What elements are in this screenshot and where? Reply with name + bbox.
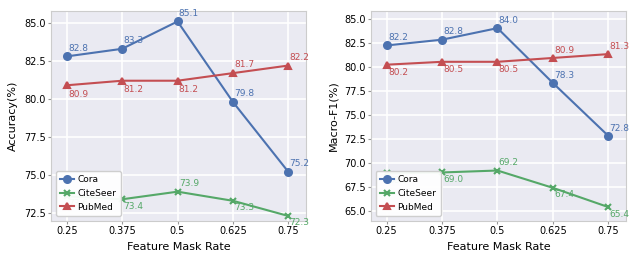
- Cora: [493, 27, 501, 30]
- CiteSeer: [173, 190, 181, 193]
- X-axis label: Feature Mask Rate: Feature Mask Rate: [447, 242, 550, 252]
- Line: Cora: Cora: [63, 18, 292, 176]
- Text: 73.3: 73.3: [234, 203, 255, 212]
- CiteSeer: [493, 169, 501, 172]
- CiteSeer: [438, 171, 446, 174]
- PubMed: [438, 60, 446, 63]
- PubMed: [173, 79, 181, 82]
- Cora: [383, 44, 390, 47]
- Line: PubMed: PubMed: [383, 51, 612, 68]
- Cora: [118, 47, 126, 50]
- X-axis label: Feature Mask Rate: Feature Mask Rate: [127, 242, 230, 252]
- Cora: [285, 170, 292, 173]
- Text: 82.8: 82.8: [444, 27, 463, 36]
- Line: CiteSeer: CiteSeer: [63, 188, 292, 219]
- Text: 81.2: 81.2: [124, 85, 143, 94]
- Text: 82.8: 82.8: [68, 44, 88, 53]
- PubMed: [604, 53, 612, 56]
- PubMed: [383, 63, 390, 66]
- Text: 73.4: 73.4: [124, 202, 143, 211]
- CiteSeer: [549, 186, 557, 189]
- PubMed: [63, 84, 70, 87]
- Y-axis label: Accuracy(%): Accuracy(%): [8, 81, 19, 151]
- Text: 80.9: 80.9: [554, 46, 574, 55]
- Text: 80.5: 80.5: [499, 65, 519, 74]
- Text: 84.0: 84.0: [499, 16, 519, 25]
- Cora: [438, 38, 446, 41]
- Text: 75.2: 75.2: [290, 159, 310, 168]
- Legend: Cora, CiteSeer, PubMed: Cora, CiteSeer, PubMed: [56, 171, 121, 216]
- Legend: Cora, CiteSeer, PubMed: Cora, CiteSeer, PubMed: [376, 171, 441, 216]
- Text: 79.8: 79.8: [234, 89, 255, 98]
- Line: PubMed: PubMed: [63, 62, 292, 89]
- Text: 81.7: 81.7: [234, 60, 255, 69]
- Y-axis label: Macro-F1(%): Macro-F1(%): [328, 80, 339, 151]
- CiteSeer: [229, 199, 237, 202]
- Text: 73.6: 73.6: [68, 199, 88, 208]
- CiteSeer: [285, 214, 292, 218]
- Text: 72.8: 72.8: [610, 124, 630, 133]
- CiteSeer: [63, 195, 70, 198]
- CiteSeer: [604, 205, 612, 209]
- Text: 69.0: 69.0: [444, 175, 463, 184]
- Text: 80.9: 80.9: [68, 90, 88, 99]
- PubMed: [118, 79, 126, 82]
- Text: 81.2: 81.2: [179, 85, 199, 94]
- Text: 81.3: 81.3: [610, 42, 630, 51]
- Text: 78.3: 78.3: [554, 71, 574, 80]
- Cora: [549, 81, 557, 84]
- Line: CiteSeer: CiteSeer: [383, 167, 612, 211]
- CiteSeer: [118, 198, 126, 201]
- PubMed: [229, 72, 237, 75]
- Text: 67.4: 67.4: [554, 190, 574, 199]
- Line: Cora: Cora: [383, 25, 612, 139]
- Text: 80.2: 80.2: [388, 68, 408, 77]
- PubMed: [549, 56, 557, 60]
- PubMed: [285, 64, 292, 67]
- Text: 65.4: 65.4: [610, 210, 630, 219]
- Cora: [63, 55, 70, 58]
- Text: 82.2: 82.2: [290, 53, 310, 62]
- Cora: [604, 134, 612, 138]
- Text: 73.9: 73.9: [179, 179, 199, 188]
- CiteSeer: [383, 172, 390, 175]
- Text: 85.1: 85.1: [179, 9, 199, 18]
- Text: 69.2: 69.2: [499, 158, 519, 167]
- Text: 80.5: 80.5: [444, 65, 463, 74]
- Text: 83.3: 83.3: [124, 36, 143, 45]
- Cora: [173, 20, 181, 23]
- PubMed: [493, 60, 501, 63]
- Text: 68.9: 68.9: [388, 176, 408, 185]
- Cora: [229, 100, 237, 103]
- Text: 82.2: 82.2: [388, 33, 408, 42]
- Text: 72.3: 72.3: [290, 218, 310, 228]
